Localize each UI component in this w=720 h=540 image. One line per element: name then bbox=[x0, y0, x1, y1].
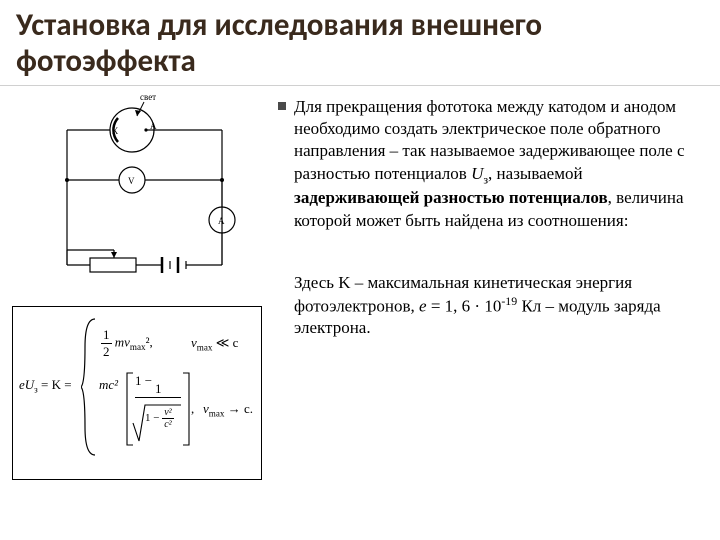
cond2: vmax → c. bbox=[203, 401, 253, 419]
paragraph-2: Здесь K – максимальная кинетическая энер… bbox=[278, 272, 704, 340]
ammeter-label: A bbox=[218, 216, 225, 226]
fraction-bar bbox=[135, 397, 181, 398]
paragraph-1: Для прекращения фототока между катодом и… bbox=[278, 96, 704, 231]
rbracket-icon bbox=[181, 371, 191, 447]
circuit-diagram: свет К А bbox=[12, 90, 262, 300]
row1: 12 mvmax², bbox=[101, 327, 153, 360]
slide-title: Установка для исследования внешнего фото… bbox=[16, 8, 704, 79]
voltmeter-label: V bbox=[128, 176, 135, 186]
cond1: vmax ≪ c bbox=[191, 335, 238, 353]
inner-num: 1 bbox=[155, 381, 162, 397]
formula-box: eUз = K = 12 mvmax², vmax ≪ c mc² bbox=[12, 306, 262, 480]
content-area: свет К А bbox=[0, 86, 720, 492]
lhs: eUз = K = bbox=[19, 377, 72, 395]
row2-comma: , bbox=[191, 401, 194, 417]
right-column: Для прекращения фототока между катодом и… bbox=[262, 90, 708, 480]
circuit-svg: свет К А bbox=[22, 90, 252, 295]
row2: mc² bbox=[99, 377, 118, 393]
sqrt-body: 1 − v²c² bbox=[145, 407, 174, 430]
bullet-icon bbox=[278, 102, 286, 110]
cathode-label: К bbox=[112, 126, 119, 136]
row2-one: 1 − bbox=[135, 373, 152, 389]
light-label: свет bbox=[140, 92, 156, 102]
left-column: свет К А bbox=[12, 90, 262, 480]
title-block: Установка для исследования внешнего фото… bbox=[0, 0, 720, 86]
brace-icon bbox=[81, 317, 99, 457]
